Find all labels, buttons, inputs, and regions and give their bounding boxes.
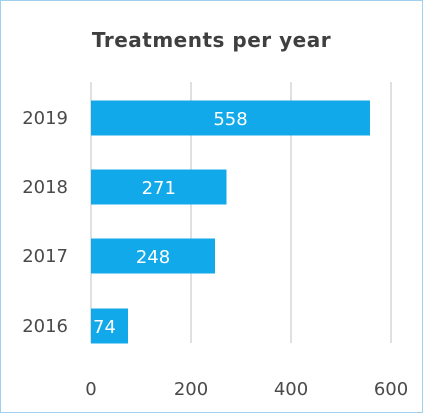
x-tick-label-600: 600 xyxy=(374,379,408,400)
value-label-2016: 74 xyxy=(93,317,116,338)
x-tick-label-200: 200 xyxy=(174,379,208,400)
category-label-2017: 2017 xyxy=(22,246,68,267)
category-label-2016: 2016 xyxy=(22,316,68,337)
bar-2017 xyxy=(91,238,215,274)
chart-title: Treatments per year xyxy=(91,28,332,52)
value-label-2019: 558 xyxy=(213,109,247,130)
x-tick-label-400: 400 xyxy=(274,379,308,400)
bar-2019 xyxy=(91,100,370,136)
category-label-2018: 2018 xyxy=(22,177,68,198)
value-label-2017: 248 xyxy=(136,247,170,268)
bar-2018 xyxy=(91,169,227,205)
category-label-2019: 2019 xyxy=(22,108,68,129)
bar-2016 xyxy=(91,308,128,344)
x-tick-label-0: 0 xyxy=(85,379,96,400)
value-label-2018: 271 xyxy=(142,178,176,199)
